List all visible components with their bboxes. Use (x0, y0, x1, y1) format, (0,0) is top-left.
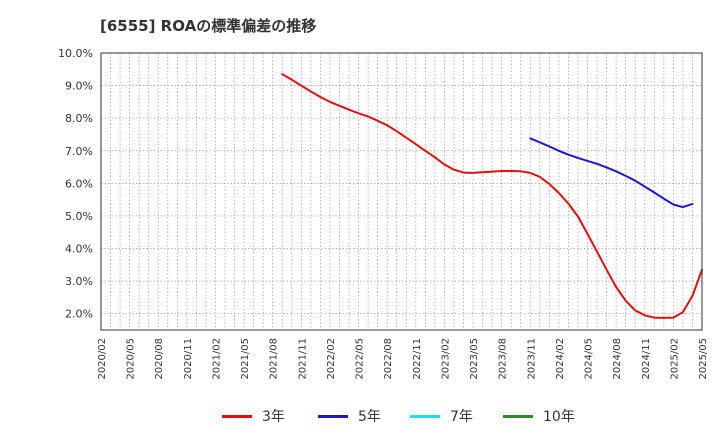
x-tick-label: 2020/02 (97, 338, 108, 380)
y-tick-label: 4.0% (65, 243, 93, 256)
y-tick-label: 7.0% (65, 145, 93, 158)
x-tick-label: 2020/05 (126, 338, 137, 380)
x-tick-label: 2022/05 (355, 338, 366, 380)
legend-swatch (222, 414, 252, 418)
series-line-5年 (529, 137, 694, 209)
legend-label: 5年 (358, 409, 381, 425)
x-tick-label: 2024/05 (584, 338, 595, 380)
series-line-3年 (281, 73, 703, 319)
x-tick-label: 2023/11 (526, 338, 537, 380)
y-tick-label: 10.0% (58, 47, 93, 60)
legend-swatch (503, 414, 533, 418)
legend-label: 10年 (543, 409, 575, 425)
x-tick-label: 2024/08 (612, 338, 623, 380)
series-layer (281, 73, 703, 319)
x-tick-label: 2020/08 (154, 338, 165, 380)
legend-label: 3年 (262, 409, 285, 425)
x-tick-label: 2021/05 (240, 338, 251, 380)
x-tick-label: 2025/05 (698, 338, 709, 380)
x-tick-label: 2024/02 (555, 338, 566, 380)
legend-label: 7年 (450, 409, 473, 425)
x-tick-label: 2021/02 (211, 338, 222, 380)
y-tick-label: 6.0% (65, 177, 93, 190)
x-tick-label: 2021/11 (297, 338, 308, 380)
legend-item: 3年 (222, 404, 285, 428)
grid-layer (100, 52, 703, 330)
y-tick-label: 5.0% (65, 210, 93, 223)
x-tick-label: 2023/02 (440, 338, 451, 380)
legend-item: 10年 (503, 404, 575, 428)
legend-swatch (410, 414, 440, 418)
y-tick-label: 2.0% (65, 308, 93, 321)
x-tick-label: 2024/11 (641, 338, 652, 380)
legend: 3年 5年 7年 10年 (0, 404, 720, 428)
y-tick-label: 8.0% (65, 112, 93, 125)
x-tick-label: 2025/02 (669, 338, 680, 380)
x-tick-label: 2021/08 (269, 338, 280, 380)
axis-layer: 2.0% 3.0% 4.0% 5.0% 6.0% 7.0% 8.0% 9.0% 10.0% 202… (58, 47, 709, 380)
x-tick-label: 2023/08 (498, 338, 509, 380)
plot-frame (100, 52, 703, 331)
y-tick-label: 9.0% (65, 80, 93, 93)
legend-item: 7年 (410, 404, 473, 428)
x-tick-label: 2022/02 (326, 338, 337, 380)
legend-swatch (318, 414, 348, 418)
x-tick-label: 2020/11 (183, 338, 194, 380)
x-tick-label: 2023/05 (469, 338, 480, 380)
x-tick-label: 2022/11 (412, 338, 423, 380)
x-tick-label: 2022/08 (383, 338, 394, 380)
legend-item: 5年 (318, 404, 381, 428)
chart-title: [6555] ROAの標準偏差の推移 (100, 17, 317, 35)
y-tick-label: 3.0% (65, 275, 93, 288)
